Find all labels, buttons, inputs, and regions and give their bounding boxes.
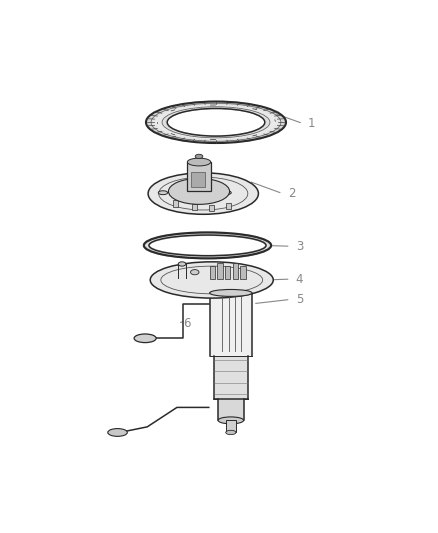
Bar <box>217 263 223 279</box>
Bar <box>209 205 214 211</box>
Text: 6: 6 <box>183 317 191 330</box>
Ellipse shape <box>222 191 231 195</box>
Text: 2: 2 <box>288 187 295 200</box>
Text: 5: 5 <box>296 293 303 306</box>
Ellipse shape <box>150 262 273 298</box>
Ellipse shape <box>148 173 258 214</box>
Bar <box>210 266 215 279</box>
Ellipse shape <box>226 430 236 434</box>
Polygon shape <box>210 293 252 356</box>
Text: 4: 4 <box>296 272 303 286</box>
Ellipse shape <box>178 262 186 266</box>
Bar <box>192 204 197 210</box>
Text: 3: 3 <box>296 240 303 253</box>
Bar <box>173 200 178 206</box>
Polygon shape <box>214 356 248 399</box>
Ellipse shape <box>210 289 252 296</box>
Ellipse shape <box>134 334 156 343</box>
Bar <box>225 266 230 279</box>
Text: 1: 1 <box>308 117 315 130</box>
Polygon shape <box>218 399 244 421</box>
Bar <box>226 419 236 432</box>
Ellipse shape <box>191 270 199 275</box>
Ellipse shape <box>169 179 230 204</box>
Ellipse shape <box>158 191 168 195</box>
FancyBboxPatch shape <box>187 162 211 191</box>
Ellipse shape <box>108 429 127 437</box>
Ellipse shape <box>187 158 211 166</box>
Bar <box>233 263 238 279</box>
Bar <box>226 203 231 209</box>
FancyBboxPatch shape <box>191 172 205 187</box>
Ellipse shape <box>218 417 244 424</box>
Ellipse shape <box>195 154 203 159</box>
Bar <box>240 266 246 279</box>
